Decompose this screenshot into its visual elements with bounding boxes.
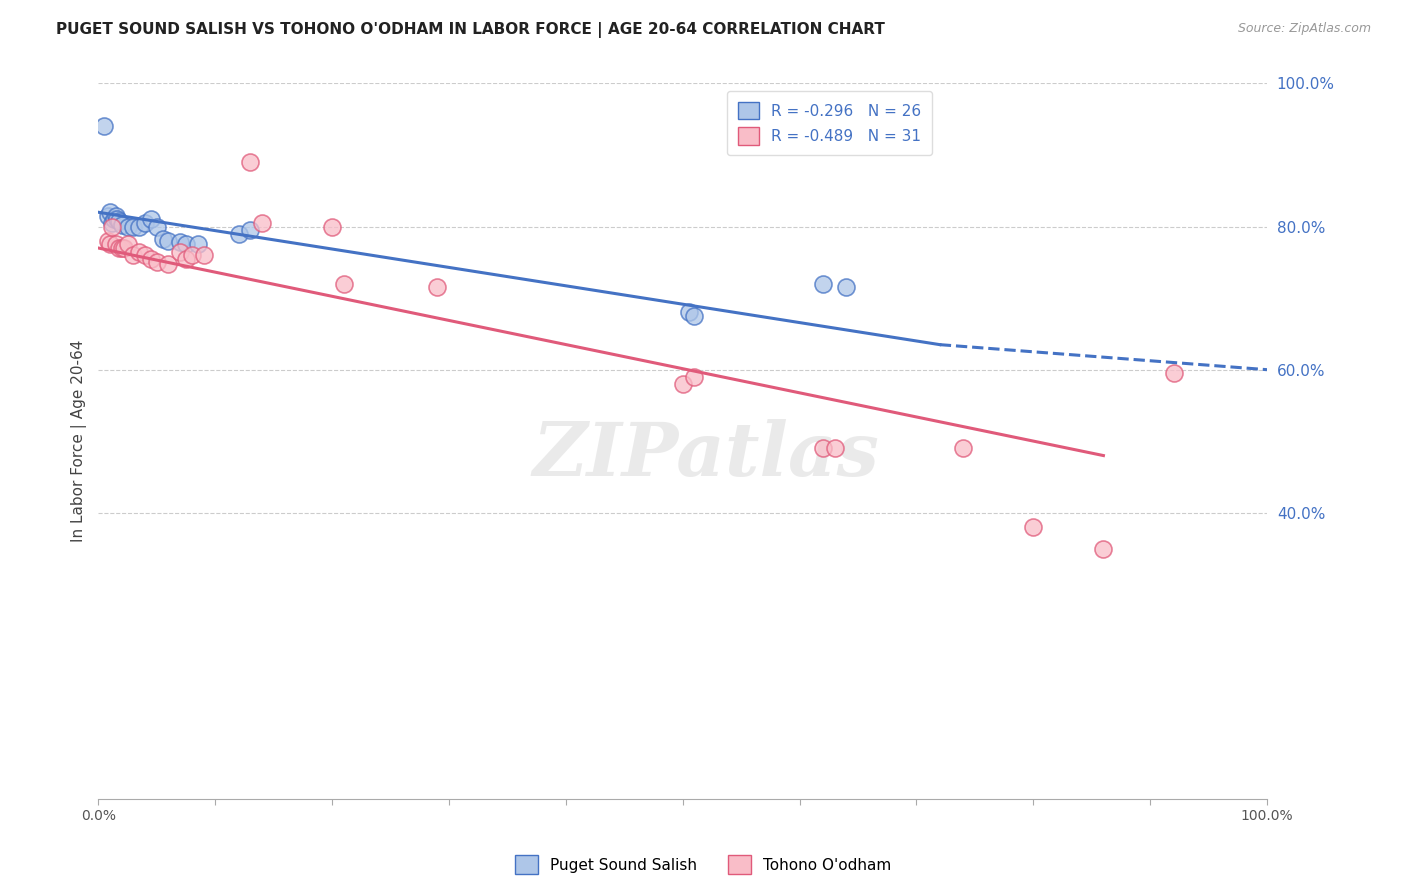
Point: [134, 248, 156, 262]
Point: [1022, 520, 1045, 534]
Point: [98, 205, 121, 219]
Point: [97, 234, 120, 248]
Point: [228, 227, 250, 241]
Point: [117, 219, 139, 234]
Point: [117, 237, 139, 252]
Point: [128, 244, 150, 259]
Point: [108, 241, 131, 255]
Text: PUGET SOUND SALISH VS TOHONO O'ODHAM IN LABOR FORCE | AGE 20-64 CORRELATION CHAR: PUGET SOUND SALISH VS TOHONO O'ODHAM IN …: [56, 22, 886, 38]
Point: [811, 277, 834, 291]
Point: [146, 219, 169, 234]
Point: [152, 232, 174, 246]
Point: [174, 237, 197, 252]
Point: [128, 219, 150, 234]
Point: [111, 218, 134, 232]
Point: [93, 120, 115, 134]
Point: [101, 219, 124, 234]
Point: [672, 376, 695, 391]
Point: [134, 216, 156, 230]
Point: [1092, 541, 1115, 556]
Point: [122, 219, 145, 234]
Point: [97, 209, 120, 223]
Point: [98, 237, 121, 252]
Legend: R = -0.296   N = 26, R = -0.489   N = 31: R = -0.296 N = 26, R = -0.489 N = 31: [727, 91, 932, 155]
Point: [157, 234, 180, 248]
Point: [169, 244, 191, 259]
Point: [101, 216, 124, 230]
Point: [122, 248, 145, 262]
Point: [169, 235, 191, 250]
Point: [426, 280, 449, 294]
Point: [111, 241, 134, 255]
Point: [157, 257, 180, 271]
Point: [250, 216, 273, 230]
Point: [683, 369, 706, 384]
Point: [824, 442, 846, 456]
Point: [104, 237, 127, 252]
Point: [952, 442, 974, 456]
Point: [146, 255, 169, 269]
Point: [174, 252, 197, 266]
Point: [112, 241, 135, 255]
Point: [139, 252, 162, 266]
Point: [678, 305, 700, 319]
Point: [239, 223, 262, 237]
Point: [105, 212, 128, 227]
Point: [187, 237, 209, 252]
Text: ZIPatlas: ZIPatlas: [533, 419, 880, 491]
Point: [139, 212, 162, 227]
Point: [239, 155, 262, 169]
Point: [1163, 366, 1185, 380]
Point: [180, 248, 202, 262]
Point: [333, 277, 356, 291]
Point: [321, 219, 343, 234]
Legend: Puget Sound Salish, Tohono O'odham: Puget Sound Salish, Tohono O'odham: [509, 849, 897, 880]
Point: [108, 214, 131, 228]
Point: [193, 248, 215, 262]
Text: Source: ZipAtlas.com: Source: ZipAtlas.com: [1237, 22, 1371, 36]
Y-axis label: In Labor Force | Age 20-64: In Labor Force | Age 20-64: [72, 340, 87, 542]
Point: [103, 212, 125, 227]
Point: [104, 209, 127, 223]
Point: [835, 280, 858, 294]
Point: [683, 309, 706, 323]
Point: [811, 442, 834, 456]
